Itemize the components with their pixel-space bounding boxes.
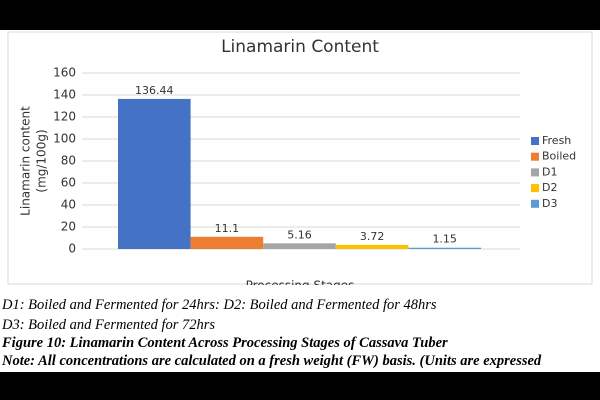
data-label: 3.72	[360, 230, 385, 243]
bar	[118, 98, 191, 249]
legend-swatch	[531, 168, 539, 177]
data-label: 5.16	[287, 228, 312, 241]
y-tick-label: 120	[53, 110, 76, 124]
legend-swatch	[531, 199, 539, 208]
y-tick-label: 60	[61, 176, 76, 190]
y-tick-label: 100	[53, 132, 76, 146]
y-tick-label: 160	[53, 66, 76, 80]
caption-note: Note: All concentrations are calculated …	[2, 353, 542, 369]
legend-label: Fresh	[542, 134, 571, 147]
data-label: 1.15	[432, 233, 457, 246]
bar	[263, 243, 336, 249]
bar	[190, 236, 264, 249]
x-axis-label: Processing Stages	[246, 279, 355, 291]
caption-line: D1: Boiled and Fermented for 24hrs: D2: …	[2, 297, 437, 313]
background	[0, 30, 600, 372]
y-tick-label: 0	[68, 242, 76, 256]
legend-swatch	[531, 137, 539, 145]
bar	[408, 247, 481, 249]
legend-swatch	[531, 152, 539, 161]
bar	[335, 244, 409, 249]
data-label: 11.1	[215, 222, 240, 235]
chart-title: Linamarin Content	[221, 37, 379, 57]
caption-line: D3: Boiled and Fermented for 72hrs	[2, 317, 216, 333]
legend-label: D3	[542, 197, 557, 210]
y-tick-label: 80	[61, 154, 76, 168]
legend-label: D2	[542, 181, 557, 194]
legend-swatch	[531, 184, 539, 193]
data-label: 136.44	[135, 84, 174, 97]
y-tick-label: 140	[53, 88, 76, 102]
y-axis-label: Linamarin content	[19, 106, 33, 216]
chart: Linamarin Content Linamarin content (mg/…	[7, 31, 593, 291]
legend-label: D1	[542, 165, 557, 178]
legend-label: Boiled	[542, 150, 576, 163]
y-tick-label: 20	[61, 220, 76, 234]
chart-frame	[7, 31, 593, 285]
figure-title: Figure 10: Linamarin Content Across Proc…	[2, 335, 448, 351]
y-axis-label: (mg/100g)	[35, 129, 49, 192]
y-tick-label: 40	[61, 198, 76, 212]
